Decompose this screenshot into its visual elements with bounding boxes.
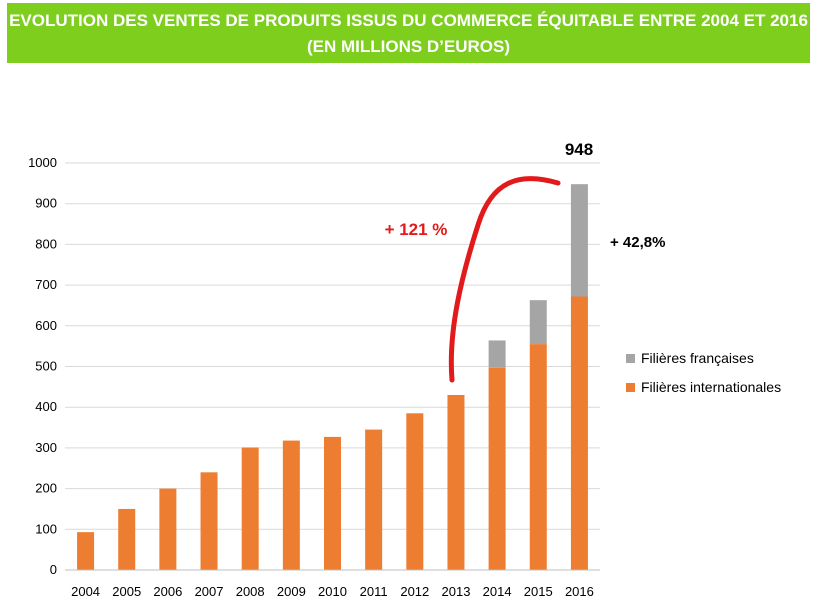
y-tick-label: 700 [35,277,57,292]
y-tick-label: 0 [50,562,57,577]
x-tick-label: 2005 [112,584,141,599]
x-tick-label: 2016 [565,584,594,599]
bar-francaises [570,184,588,297]
gridlines [65,162,600,530]
bar-internationales [159,488,177,570]
bar-francaises [529,300,547,345]
x-tick-label: 2015 [524,584,553,599]
x-tick-label: 2004 [71,584,100,599]
y-tick-label: 800 [35,236,57,251]
y-tick-label: 400 [35,399,57,414]
bar-internationales [241,447,259,570]
x-tick-label: 2012 [400,584,429,599]
growth-arrow [448,176,561,383]
x-tick-label: 2006 [153,584,182,599]
chart-title-line2: (EN MILLIONS D’EUROS) [306,37,511,56]
y-axis-ticks: 0 100 200 300 400 500 600 700 800 900 1000 [28,155,57,577]
bar-internationales [570,296,588,570]
x-tick-label: 2007 [195,584,224,599]
bar-internationales [282,440,300,570]
bar-internationales [200,472,218,570]
francaises-growth-label: + 42,8% [610,234,665,251]
legend-swatch [626,383,635,392]
bar-internationales [77,532,95,570]
legend-swatch [626,354,635,363]
y-tick-label: 1000 [28,155,57,170]
bars [77,184,588,570]
bar-internationales [365,429,383,570]
y-tick-label: 500 [35,359,57,374]
y-tick-label: 900 [35,196,57,211]
bar-internationales [529,344,547,570]
chart-title-line1: EVOLUTION DES VENTES DE PRODUITS ISSUS D… [9,11,808,30]
bar-internationales [406,413,424,570]
x-tick-label: 2013 [442,584,471,599]
x-tick-label: 2011 [360,584,388,599]
x-tick-label: 2009 [277,584,306,599]
growth-label: + 121 % [385,220,448,239]
legend-label: Filières françaises [641,350,754,366]
bar-internationales [118,508,136,570]
bar-internationales [324,436,341,570]
x-tick-label: 2014 [483,584,512,599]
x-tick-label: 2010 [318,584,347,599]
bar-internationales [488,367,506,570]
y-tick-label: 600 [35,318,57,333]
bar-internationales [447,394,465,570]
legend: Filières françaises Filières internationa… [626,350,781,395]
title-banner: EVOLUTION DES VENTES DE PRODUITS ISSUS D… [7,3,810,63]
y-tick-label: 200 [35,481,57,496]
y-tick-label: 300 [35,440,57,455]
y-tick-label: 100 [35,521,57,536]
x-axis-ticks: 2004 2005 2006 2007 2008 2009 2010 2011 2012 2013… [71,584,594,599]
legend-label: Filières internationales [641,379,781,395]
total-2016-label: 948 [565,140,593,159]
bar-francaises [488,340,506,368]
x-tick-label: 2008 [236,584,265,599]
